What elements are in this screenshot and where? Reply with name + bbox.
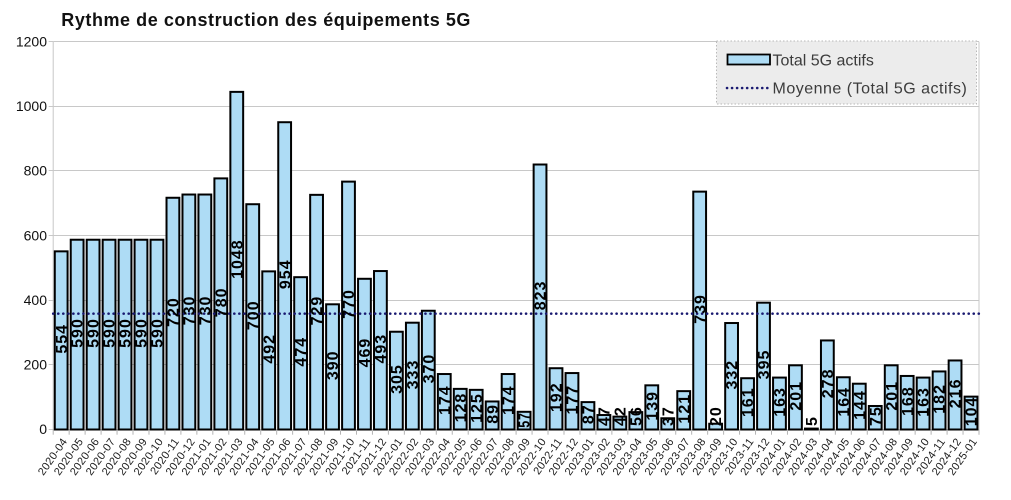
svg-text:37: 37 [660, 406, 677, 426]
svg-text:104: 104 [964, 397, 981, 427]
svg-text:469: 469 [357, 338, 374, 368]
svg-text:164: 164 [836, 387, 853, 417]
svg-text:954: 954 [277, 259, 294, 289]
svg-text:121: 121 [676, 394, 693, 424]
svg-text:42: 42 [612, 406, 629, 426]
svg-text:729: 729 [309, 296, 326, 326]
svg-text:590: 590 [134, 318, 151, 348]
svg-text:87: 87 [581, 404, 598, 424]
svg-text:163: 163 [772, 387, 789, 417]
svg-text:600: 600 [24, 227, 48, 243]
svg-text:200: 200 [24, 356, 48, 372]
svg-text:700: 700 [245, 300, 262, 330]
svg-text:1000: 1000 [16, 98, 47, 114]
svg-text:47: 47 [596, 406, 613, 426]
svg-text:Moyenne (Total 5G actifs): Moyenne (Total 5G actifs) [773, 80, 968, 97]
svg-text:370: 370 [421, 354, 438, 384]
svg-text:182: 182 [932, 384, 949, 414]
svg-text:554: 554 [54, 324, 71, 354]
svg-text:174: 174 [437, 385, 454, 415]
svg-text:161: 161 [740, 387, 757, 417]
svg-text:57: 57 [516, 412, 534, 427]
svg-text:Total 5G actifs: Total 5G actifs [773, 52, 874, 69]
svg-text:390: 390 [325, 350, 342, 380]
svg-text:780: 780 [213, 287, 230, 317]
svg-text:1200: 1200 [16, 34, 47, 50]
svg-text:201: 201 [884, 381, 901, 411]
svg-text:730: 730 [181, 296, 198, 326]
svg-text:720: 720 [166, 297, 183, 327]
svg-text:0: 0 [39, 421, 47, 437]
svg-text:75: 75 [868, 406, 885, 426]
svg-text:174: 174 [501, 385, 518, 415]
svg-text:590: 590 [102, 318, 119, 348]
svg-text:492: 492 [261, 334, 278, 364]
svg-text:125: 125 [469, 393, 486, 423]
svg-text:400: 400 [24, 292, 48, 308]
svg-text:590: 590 [86, 318, 103, 348]
svg-text:278: 278 [820, 369, 837, 399]
svg-text:1048: 1048 [229, 239, 246, 279]
svg-text:5: 5 [804, 416, 821, 426]
svg-text:163: 163 [916, 387, 933, 417]
svg-text:739: 739 [692, 294, 709, 324]
svg-text:139: 139 [644, 391, 661, 421]
svg-text:333: 333 [405, 360, 422, 390]
svg-text:332: 332 [724, 360, 741, 390]
svg-text:144: 144 [852, 390, 869, 420]
svg-text:590: 590 [70, 318, 87, 348]
svg-text:20: 20 [708, 406, 725, 426]
svg-text:216: 216 [948, 379, 965, 409]
svg-text:192: 192 [549, 382, 566, 412]
svg-text:Rythme de construction des équ: Rythme de construction des équipements 5… [61, 10, 471, 30]
svg-text:770: 770 [341, 289, 358, 319]
svg-text:177: 177 [565, 385, 582, 415]
svg-text:201: 201 [788, 381, 805, 411]
svg-text:474: 474 [293, 337, 310, 367]
svg-text:305: 305 [389, 364, 406, 394]
svg-text:590: 590 [150, 318, 167, 348]
svg-text:395: 395 [756, 350, 773, 380]
svg-text:56: 56 [628, 406, 645, 426]
svg-text:823: 823 [533, 281, 550, 311]
svg-text:89: 89 [485, 404, 502, 424]
svg-text:730: 730 [197, 296, 214, 326]
svg-text:800: 800 [24, 163, 48, 179]
svg-text:128: 128 [453, 393, 470, 423]
svg-text:168: 168 [900, 386, 917, 416]
svg-text:590: 590 [118, 318, 135, 348]
svg-text:493: 493 [373, 334, 390, 364]
